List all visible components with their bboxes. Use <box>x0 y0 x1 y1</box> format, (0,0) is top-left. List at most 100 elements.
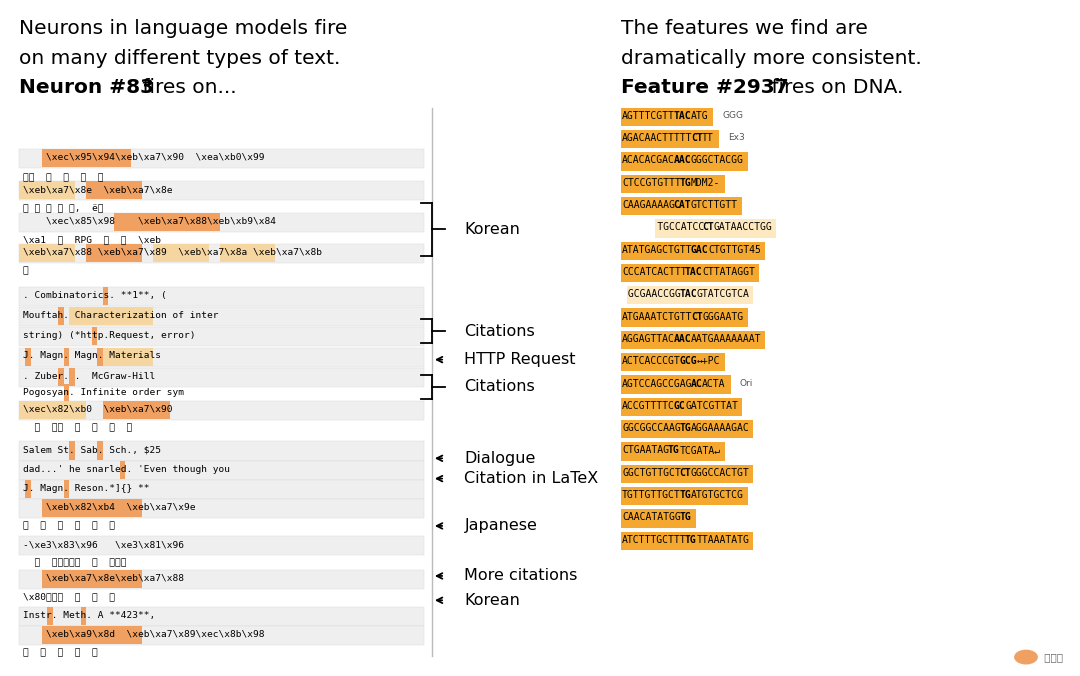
Bar <box>621 531 754 550</box>
Bar <box>42 499 141 517</box>
Text: GTATCGTCA: GTATCGTCA <box>697 289 750 299</box>
Text: AGGAGTTAC: AGGAGTTAC <box>622 334 675 344</box>
Text: TG: TG <box>679 178 691 188</box>
Bar <box>621 509 697 527</box>
Text: ATGAAATCTGTT: ATGAAATCTGTT <box>622 312 692 322</box>
Text: Citation in LaTeX: Citation in LaTeX <box>464 471 598 486</box>
Text: AGTCCAGCCGAG: AGTCCAGCCGAG <box>622 379 692 389</box>
Circle shape <box>1014 650 1038 665</box>
Bar <box>19 181 424 200</box>
Text: ACTCACCCGT: ACTCACCCGT <box>622 356 680 366</box>
Text: . Zuber. .  McGraw-Hill: . Zuber. . McGraw-Hill <box>23 372 154 381</box>
Text: CTGTTGT45: CTGTTGT45 <box>708 245 760 255</box>
Text: string) (*http.Request, error): string) (*http.Request, error) <box>23 331 195 340</box>
Bar <box>19 441 424 460</box>
Text: \xeb\xa7\x8e  \xeb\xa7\x8e: \xeb\xa7\x8e \xeb\xa7\x8e <box>23 185 172 194</box>
Text: AAC: AAC <box>674 334 691 344</box>
Text: TAC: TAC <box>685 267 703 277</box>
Text: GGG: GGG <box>723 111 743 120</box>
Text: ATATGAGCTGTT: ATATGAGCTGTT <box>622 245 692 255</box>
Bar <box>621 152 747 170</box>
Text: Mouftah. Characterization of inter: Mouftah. Characterization of inter <box>23 311 218 320</box>
Text: -\xe3\x83\x96   \xe3\x81\x96: -\xe3\x83\x96 \xe3\x81\x96 <box>23 540 184 549</box>
Text: dad...' he snarled. 'Even though you: dad...' he snarled. 'Even though you <box>23 465 230 474</box>
Bar <box>621 420 754 438</box>
Text: 구  명  을  매  있: 구 명 을 매 있 <box>23 648 97 657</box>
Text: GGGCCACTGT: GGGCCACTGT <box>691 468 750 478</box>
Text: CTGAATAG: CTGAATAG <box>622 445 670 456</box>
Text: TG: TG <box>679 423 691 433</box>
Text: fires on DNA.: fires on DNA. <box>765 78 903 97</box>
Bar <box>153 244 208 262</box>
Text: CT: CT <box>702 222 714 233</box>
Bar <box>64 347 69 366</box>
Bar <box>19 401 86 419</box>
Bar <box>19 327 424 346</box>
Text: GGGCTACGG: GGGCTACGG <box>691 155 744 166</box>
Text: Dialogue: Dialogue <box>464 451 536 466</box>
Text: Neurons in language models fire: Neurons in language models fire <box>19 19 348 38</box>
Bar <box>97 347 103 366</box>
Text: CT: CT <box>691 133 702 143</box>
Text: AC: AC <box>691 379 702 389</box>
Text: TG: TG <box>667 445 679 456</box>
Bar <box>69 307 153 325</box>
Text: dramatically more consistent.: dramatically more consistent. <box>621 49 921 68</box>
Bar <box>81 607 86 625</box>
Bar <box>19 499 424 518</box>
Text: TAC: TAC <box>674 111 691 121</box>
Text: \xeb\xa9\x8d  \xeb\xa7\x89\xec\x8b\x98: \xeb\xa9\x8d \xeb\xa7\x89\xec\x8b\x98 <box>23 630 265 639</box>
Bar <box>621 331 765 349</box>
Text: AGTTTCGTT: AGTTTCGTT <box>622 111 675 121</box>
Bar <box>621 264 759 282</box>
Bar <box>19 149 424 168</box>
Text: TAC: TAC <box>679 289 697 299</box>
Bar <box>19 213 424 232</box>
Text: Ex3: Ex3 <box>728 133 745 142</box>
Bar <box>58 307 64 325</box>
Bar <box>48 607 53 625</box>
Bar <box>621 197 742 215</box>
Bar <box>25 347 30 366</box>
Text: GCGAACCGG: GCGAACCGG <box>622 289 680 299</box>
Text: 新智元: 新智元 <box>1041 652 1063 662</box>
Bar <box>64 384 69 402</box>
Bar <box>626 286 754 304</box>
Text: CT: CT <box>691 312 702 322</box>
Text: Instr. Meth. A **423**,: Instr. Meth. A **423**, <box>23 611 154 620</box>
Bar <box>103 287 108 305</box>
Text: GC: GC <box>674 401 686 411</box>
Text: ACTA: ACTA <box>702 379 726 389</box>
Text: \xeb\xa7\x88 \xeb\xa7\x89  \xeb\xa7\x8a \xeb\xa7\x8b: \xeb\xa7\x88 \xeb\xa7\x89 \xeb\xa7\x8a \… <box>23 248 322 257</box>
Bar <box>656 219 777 237</box>
Bar <box>621 375 730 393</box>
Bar <box>621 241 765 260</box>
Text: 산  다고  말  할  때  그: 산 다고 말 할 때 그 <box>23 423 132 432</box>
Bar <box>621 464 754 483</box>
Text: J. Magn. Reson.*]{} **: J. Magn. Reson.*]{} ** <box>23 484 149 493</box>
Text: CTCCGTGTTT: CTCCGTGTTT <box>622 178 680 188</box>
Text: TG: TG <box>679 512 691 523</box>
Text: ACACACGAC: ACACACGAC <box>622 155 675 166</box>
Text: GGCTGTTGCT: GGCTGTTGCT <box>622 468 680 478</box>
Bar <box>69 441 76 460</box>
Text: \x80시어를  멘  마  지: \x80시어를 멘 마 지 <box>23 592 114 601</box>
Text: AGACAACTTTTT: AGACAACTTTTT <box>622 133 692 143</box>
Bar <box>103 347 153 366</box>
Text: Korean: Korean <box>464 222 521 237</box>
Text: 을  내  면  맞  돌  작: 을 내 면 맞 돌 작 <box>23 522 114 531</box>
Text: CAT: CAT <box>674 200 691 210</box>
Bar <box>19 244 424 263</box>
Text: TCGATA↵: TCGATA↵ <box>679 445 720 456</box>
Text: The features we find are: The features we find are <box>621 19 868 38</box>
Text: Citations: Citations <box>464 379 536 394</box>
Text: CT: CT <box>679 468 691 478</box>
Text: Ori: Ori <box>740 379 753 387</box>
Text: fires on...: fires on... <box>136 78 237 97</box>
Text: . Combinatorics. **1**, (: . Combinatorics. **1**, ( <box>23 291 166 299</box>
Text: \xec\x82\xb0  \xeb\xa7\x90: \xec\x82\xb0 \xeb\xa7\x90 <box>23 405 172 414</box>
Bar <box>19 480 424 499</box>
Text: TGTTGTTGCT: TGTTGTTGCT <box>622 490 680 500</box>
Bar <box>621 130 719 148</box>
Text: ブ  データを改  ざ  んする: ブ データを改 ざ んする <box>23 558 126 567</box>
